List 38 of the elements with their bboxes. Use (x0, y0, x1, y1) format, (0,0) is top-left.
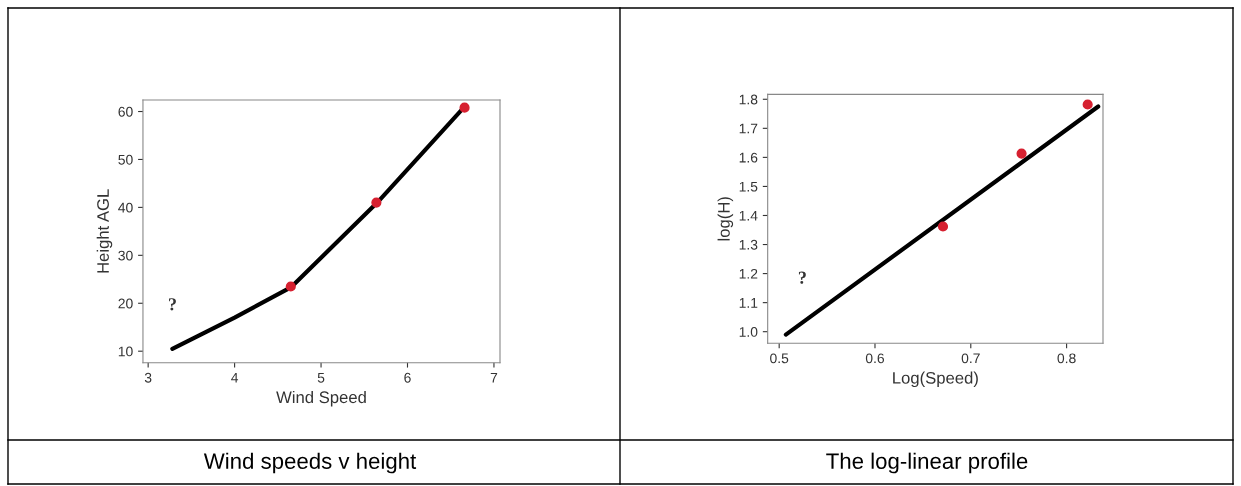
y-axis-title: log(H) (717, 197, 734, 241)
y-tick-label: 60 (118, 106, 133, 117)
y-tick-label: 1.2 (739, 268, 758, 279)
y-tick-label: 1.6 (739, 152, 758, 163)
x-tick-label: 7 (490, 372, 498, 383)
x-tick-label: 6 (404, 372, 411, 383)
y-tick-label: 1.1 (739, 298, 758, 308)
y-tick-label: 50 (118, 154, 133, 165)
y-tick-label: 1.7 (739, 123, 758, 134)
point (285, 281, 296, 292)
y-axis-title: Height AGL (96, 189, 113, 273)
y-tick-label: 20 (118, 298, 133, 309)
point (371, 197, 382, 208)
annotation: ? (169, 298, 176, 311)
y-tick-label: 40 (118, 202, 133, 213)
y-tick-label: 1.0 (739, 327, 758, 337)
x-tick-label: 3 (144, 372, 152, 383)
x-tick-label: 0.6 (865, 353, 885, 364)
text: Wind speeds v height (203, 452, 417, 474)
point (937, 221, 949, 232)
point (1016, 148, 1027, 159)
y-tick-label: 1.5 (739, 181, 758, 192)
x-tick-label: 4 (231, 372, 239, 383)
x-tick-label: 5 (317, 372, 325, 383)
annotation: ? (798, 271, 806, 284)
text: The log-linear profile (826, 452, 1028, 474)
y-tick-label: 1.3 (739, 239, 758, 250)
y-tick-label: 10 (118, 346, 133, 357)
x-tick-label: 0.7 (961, 353, 980, 364)
x-tick-label: 0.8 (1057, 353, 1076, 364)
y-tick-label: 30 (118, 250, 133, 261)
x-axis-title: Log(Speed) (893, 371, 978, 388)
x-tick-label: 0.5 (770, 353, 789, 364)
y-tick-label: 1.8 (739, 94, 758, 105)
x-axis-title: Wind Speed (276, 390, 366, 407)
point (459, 102, 470, 113)
point (1082, 99, 1093, 110)
y-tick-label: 1.4 (739, 210, 758, 221)
